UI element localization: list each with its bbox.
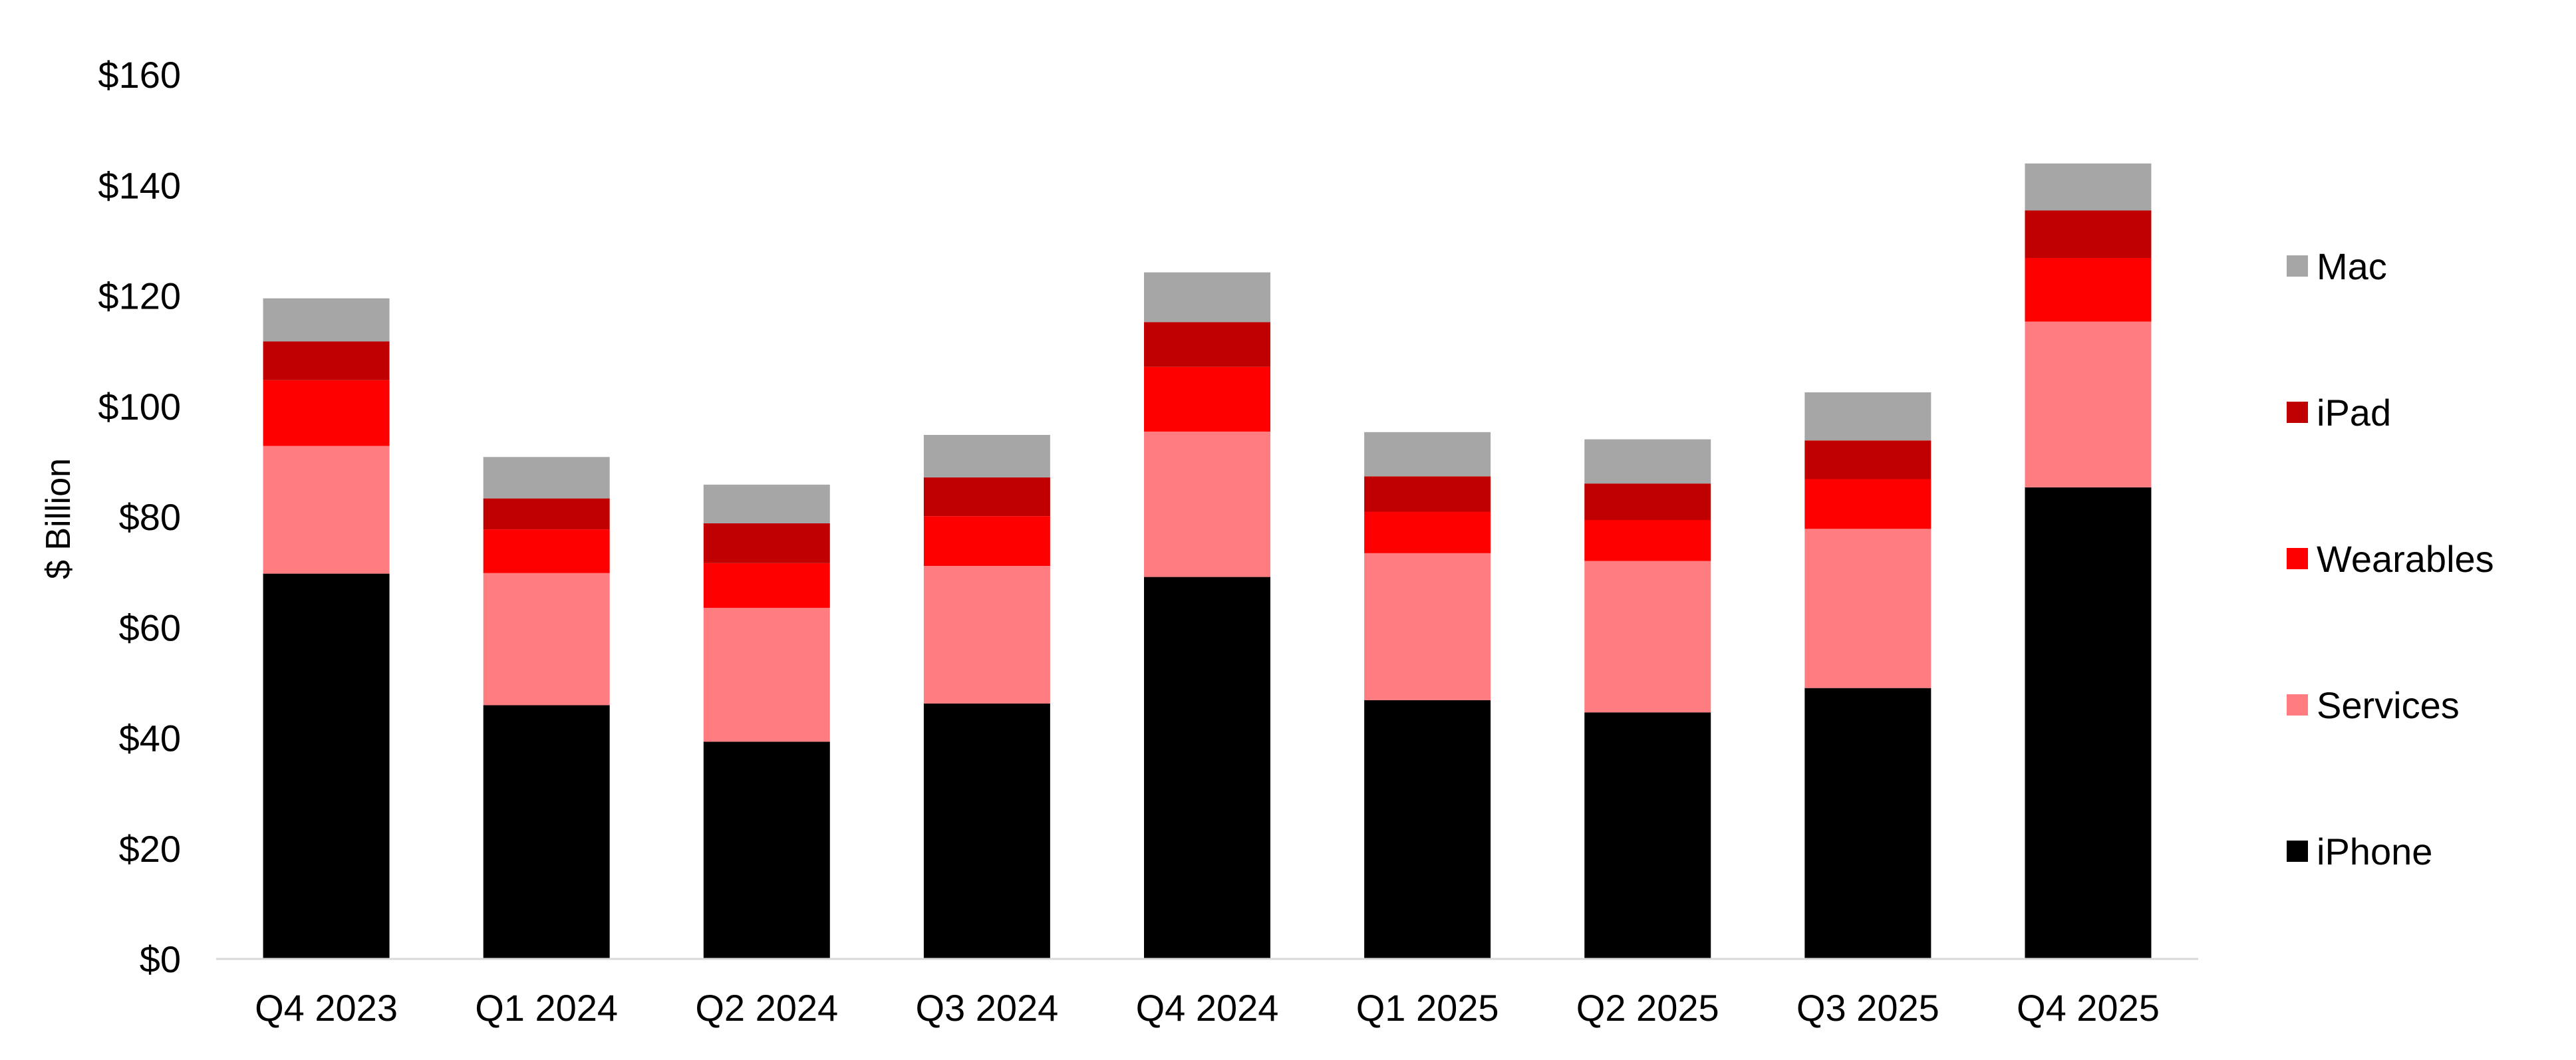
bar-segment-wearables [1144, 366, 1270, 432]
bar-segment-ipad [263, 341, 390, 380]
legend-item: iPhone [2287, 831, 2432, 872]
bar-segment-iphone [483, 705, 610, 959]
legend-item: Services [2287, 684, 2460, 726]
bar-segment-services [2025, 321, 2152, 487]
bar-segment-services [1804, 529, 1932, 688]
legend-swatch [2287, 255, 2308, 277]
legend-label: Services [2317, 684, 2460, 726]
bar-segment-wearables [1364, 511, 1491, 553]
bar-segment-mac [703, 484, 830, 523]
bar-segment-iphone [263, 573, 390, 959]
legend-swatch [2287, 548, 2308, 569]
bar-segment-ipad [923, 477, 1050, 517]
legend-item: Mac [2287, 245, 2387, 287]
x-tick-label: Q3 2024 [915, 987, 1058, 1029]
x-axis-ticks: Q4 2023 Q1 2024 Q2 2024 Q3 2024 Q4 2024 Q1 20… [255, 987, 2160, 1029]
bar-segment-ipad [1584, 483, 1711, 520]
y-tick-label: $140 [98, 164, 181, 206]
bar-segment-ipad [1364, 476, 1491, 512]
x-tick-label: Q4 2023 [255, 987, 398, 1029]
bar-segment-ipad [2025, 210, 2152, 258]
y-tick-label: $160 [98, 54, 181, 96]
bar-segment-mac [1364, 432, 1491, 477]
bar-segment-ipad [1804, 440, 1932, 479]
bar-segment-wearables [483, 529, 610, 573]
bar-segment-services [483, 573, 610, 706]
legend-swatch [2287, 402, 2308, 423]
x-tick-label: Q4 2024 [1136, 987, 1279, 1029]
x-tick-label: Q1 2025 [1356, 987, 1499, 1029]
bars [263, 163, 2152, 959]
bar-segment-wearables [1584, 519, 1711, 561]
legend-label: Mac [2317, 245, 2387, 287]
legend-swatch [2287, 841, 2308, 862]
y-tick-label: $0 [140, 938, 181, 980]
y-axis-title: $ Billion [39, 458, 78, 579]
bar-segment-services [263, 446, 390, 574]
x-tick-label: Q3 2025 [1796, 987, 1939, 1029]
bar-segment-mac [923, 434, 1050, 477]
bar-segment-wearables [263, 380, 390, 446]
bar-segment-services [703, 608, 830, 742]
y-tick-label: $40 [119, 718, 181, 759]
y-tick-label: $20 [119, 828, 181, 870]
bar-segment-services [923, 565, 1050, 704]
bar-segment-iphone [1584, 712, 1711, 959]
bar-segment-iphone [2025, 487, 2152, 959]
x-tick-label: Q2 2024 [695, 987, 838, 1029]
y-tick-label: $60 [119, 606, 181, 648]
y-tick-label: $100 [98, 386, 181, 428]
bar-segment-wearables [1804, 479, 1932, 529]
bar-segment-mac [263, 298, 390, 342]
legend-item: iPad [2287, 392, 2391, 434]
bar-segment-iphone [1144, 577, 1270, 959]
bar-segment-iphone [923, 703, 1050, 959]
y-tick-label: $80 [119, 496, 181, 538]
legend-label: iPhone [2317, 831, 2432, 872]
legend-label: iPad [2317, 392, 2391, 434]
legend: Mac iPad Wearables Services iPhone [2287, 245, 2494, 872]
y-axis-ticks: $0 $20 $40 $60 $80 $100 $120 $140 $160 [98, 54, 181, 980]
bar-segment-wearables [923, 516, 1050, 566]
x-tick-label: Q4 2025 [2017, 987, 2160, 1029]
bar-segment-mac [1584, 439, 1711, 484]
bar-segment-mac [483, 457, 610, 499]
legend-swatch [2287, 694, 2308, 716]
bar-segment-mac [1144, 272, 1270, 323]
bar-segment-wearables [2025, 257, 2152, 322]
bar-segment-services [1144, 431, 1270, 577]
bar-segment-wearables [703, 563, 830, 608]
bar-segment-services [1364, 553, 1491, 700]
bar-segment-mac [1804, 392, 1932, 441]
bar-segment-services [1584, 561, 1711, 713]
bar-segment-iphone [1804, 688, 1932, 959]
bar-segment-mac [2025, 163, 2152, 211]
bar-segment-ipad [703, 523, 830, 563]
legend-label: Wearables [2317, 538, 2494, 580]
bar-segment-iphone [703, 741, 830, 959]
bar-segment-ipad [1144, 322, 1270, 367]
legend-item: Wearables [2287, 538, 2494, 580]
y-tick-label: $120 [98, 275, 181, 317]
bar-segment-iphone [1364, 700, 1491, 959]
x-tick-label: Q1 2024 [475, 987, 618, 1029]
x-tick-label: Q2 2025 [1576, 987, 1719, 1029]
bar-segment-ipad [483, 498, 610, 530]
